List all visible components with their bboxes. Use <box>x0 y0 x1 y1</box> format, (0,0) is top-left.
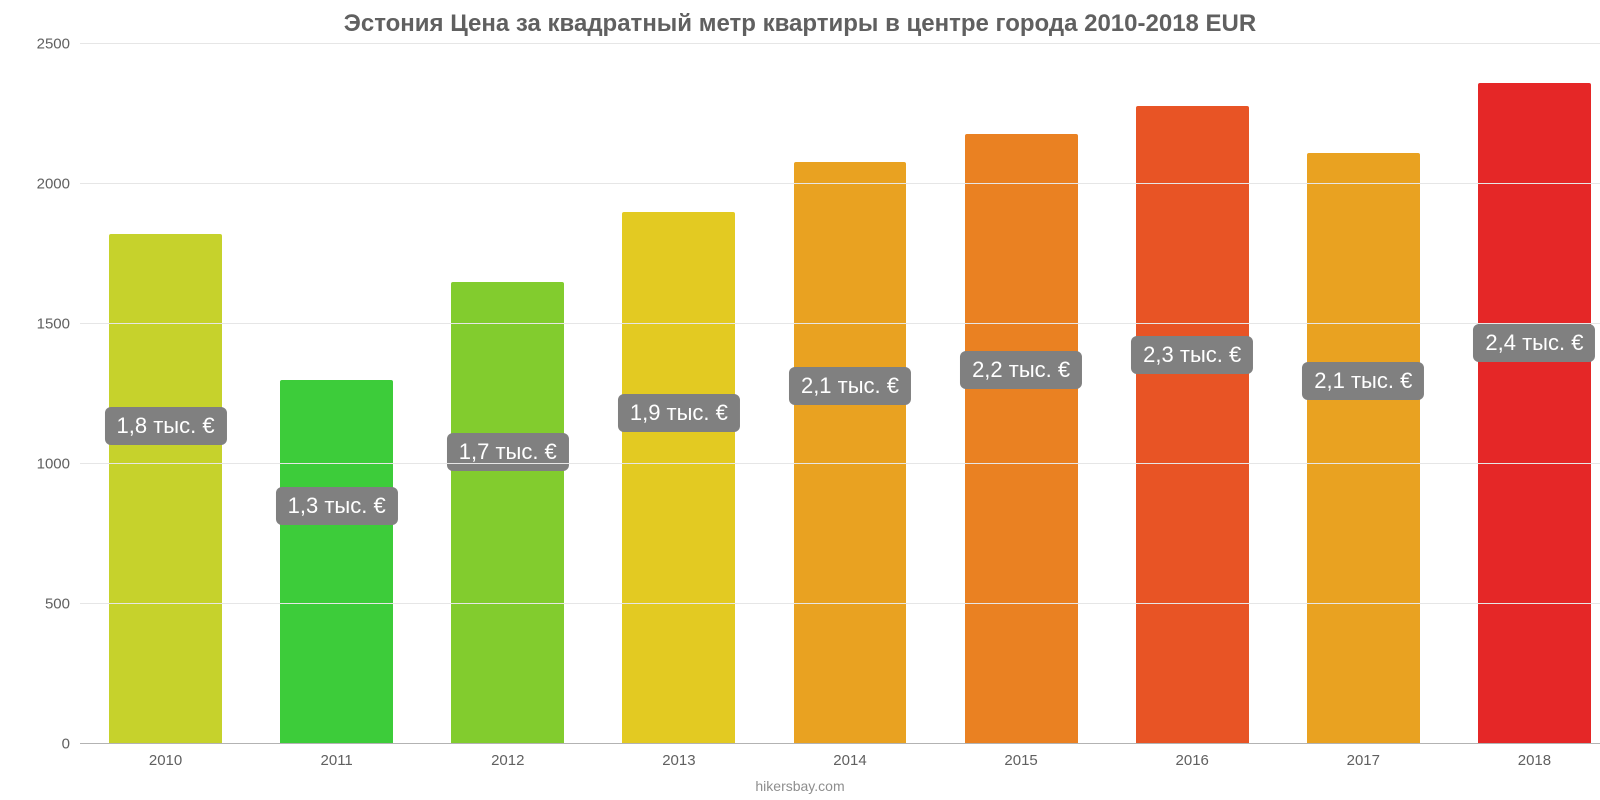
chart-container: Эстония Цена за квадратный метр квартиры… <box>0 0 1600 800</box>
bar: 2,2 тыс. € <box>965 134 1078 744</box>
x-axis-label: 2012 <box>491 752 524 769</box>
bar: 1,3 тыс. € <box>280 380 393 744</box>
chart-title: Эстония Цена за квадратный метр квартиры… <box>30 10 1570 38</box>
x-axis-label: 2010 <box>149 752 182 769</box>
bar-slot: 2,1 тыс. €2014 <box>764 44 935 744</box>
y-axis-label: 1500 <box>37 316 70 333</box>
x-axis-label: 2011 <box>321 752 353 769</box>
x-axis-label: 2017 <box>1347 752 1380 769</box>
plot-area: 1,8 тыс. €20101,3 тыс. €20111,7 тыс. €20… <box>80 44 1600 744</box>
bar: 2,1 тыс. € <box>1307 153 1420 744</box>
x-axis-label: 2016 <box>1176 752 1209 769</box>
y-axis-label: 500 <box>45 596 70 613</box>
gridline <box>80 183 1600 184</box>
bar-value-label: 1,9 тыс. € <box>618 394 740 432</box>
bar-value-label: 1,8 тыс. € <box>105 407 227 445</box>
y-axis-label: 0 <box>62 736 70 753</box>
attribution: hikersbay.com <box>0 778 1600 794</box>
x-axis-label: 2014 <box>833 752 866 769</box>
bar: 1,7 тыс. € <box>451 282 564 744</box>
bar-value-label: 2,1 тыс. € <box>1302 362 1424 400</box>
bar: 1,8 тыс. € <box>109 234 222 744</box>
bar: 2,3 тыс. € <box>1136 106 1249 744</box>
bar-slot: 1,9 тыс. €2013 <box>593 44 764 744</box>
bar-slot: 1,7 тыс. €2012 <box>422 44 593 744</box>
x-axis-label: 2018 <box>1518 752 1551 769</box>
x-axis-label: 2015 <box>1004 752 1037 769</box>
x-axis-label: 2013 <box>662 752 695 769</box>
gridline <box>80 43 1600 44</box>
gridline <box>80 463 1600 464</box>
bar: 2,1 тыс. € <box>794 162 907 744</box>
x-axis-line <box>80 743 1600 744</box>
y-axis-label: 2500 <box>37 36 70 53</box>
y-axis-label: 1000 <box>37 456 70 473</box>
bar-value-label: 2,2 тыс. € <box>960 351 1082 389</box>
bar-slot: 2,4 тыс. €2018 <box>1449 44 1600 744</box>
bar-value-label: 1,3 тыс. € <box>276 487 398 525</box>
bar: 1,9 тыс. € <box>622 212 735 744</box>
plot-inner: 1,8 тыс. €20101,3 тыс. €20111,7 тыс. €20… <box>80 44 1600 744</box>
gridline <box>80 323 1600 324</box>
bar-slot: 2,3 тыс. €2016 <box>1107 44 1278 744</box>
bars-group: 1,8 тыс. €20101,3 тыс. €20111,7 тыс. €20… <box>80 44 1600 744</box>
bar-value-label: 2,1 тыс. € <box>789 367 911 405</box>
bar-value-label: 1,7 тыс. € <box>447 433 569 471</box>
bar-value-label: 2,3 тыс. € <box>1131 336 1253 374</box>
gridline <box>80 603 1600 604</box>
bar-value-label: 2,4 тыс. € <box>1473 324 1595 362</box>
bar-slot: 1,3 тыс. €2011 <box>251 44 422 744</box>
bar-slot: 2,2 тыс. €2015 <box>936 44 1107 744</box>
bar-slot: 2,1 тыс. €2017 <box>1278 44 1449 744</box>
bar-slot: 1,8 тыс. €2010 <box>80 44 251 744</box>
y-axis-label: 2000 <box>37 176 70 193</box>
